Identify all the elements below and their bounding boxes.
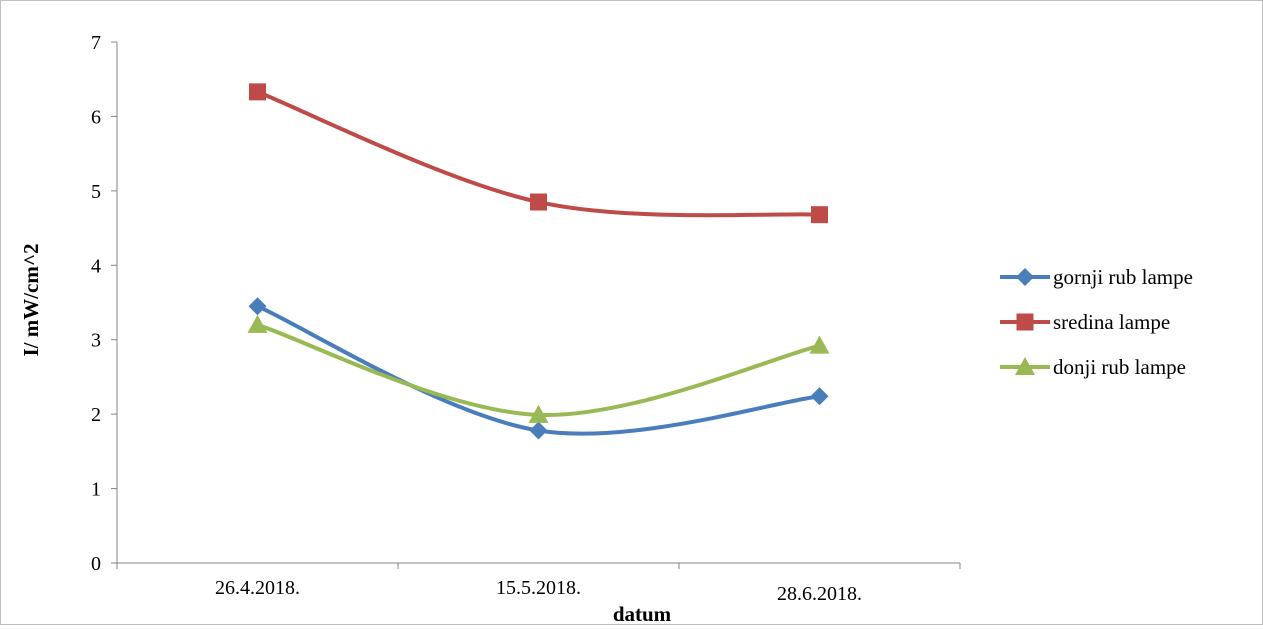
y-tick-label: 2 (91, 404, 101, 426)
series-layer (247, 83, 830, 440)
legend-label: sredina lampe (1053, 310, 1170, 334)
data-point-marker (249, 83, 266, 101)
y-tick-label: 6 (91, 106, 101, 128)
y-tick-label: 5 (91, 181, 101, 203)
series-3 (247, 314, 830, 423)
data-point-marker (528, 404, 549, 423)
y-tick-label: 3 (91, 330, 101, 352)
data-point-marker (248, 297, 267, 316)
series-line (255, 322, 822, 417)
series-2 (249, 83, 828, 224)
legend-item: gornji rub lampe (1000, 265, 1193, 289)
y-tick-label: 1 (91, 479, 101, 501)
y-tick-label: 0 (91, 553, 101, 575)
data-point-marker (811, 206, 828, 224)
data-point-marker (809, 335, 830, 354)
data-point-marker (810, 387, 829, 406)
legend-marker (1016, 313, 1034, 331)
y-axis-title: I/ mW/cm^2 (19, 243, 43, 356)
data-point-marker (247, 314, 268, 333)
legend-item: donji rub lampe (1000, 355, 1186, 379)
data-point-marker (529, 421, 548, 440)
legend-marker (1016, 268, 1034, 286)
legend-item: sredina lampe (1000, 310, 1170, 334)
legend-marker (1015, 357, 1035, 375)
y-tick-label: 7 (91, 32, 101, 54)
x-axis-title: datum (613, 602, 672, 625)
legend-label: donji rub lampe (1053, 355, 1186, 379)
x-tick-label: 26.4.2018. (215, 577, 300, 599)
series-1 (248, 297, 829, 440)
legend-label: gornji rub lampe (1053, 265, 1193, 289)
y-tick-label: 4 (91, 255, 101, 277)
data-point-marker (530, 193, 547, 211)
x-tick-label: 28.6.2018. (777, 583, 862, 605)
legend: gornji rub lampe sredina lampe donji rub l… (1000, 265, 1193, 379)
axes: 0 1 2 3 4 5 6 7 26.4.2018. 15.5.2018. 28.6.2018. (91, 32, 961, 605)
x-tick-label: 15.5.2018. (496, 577, 581, 599)
